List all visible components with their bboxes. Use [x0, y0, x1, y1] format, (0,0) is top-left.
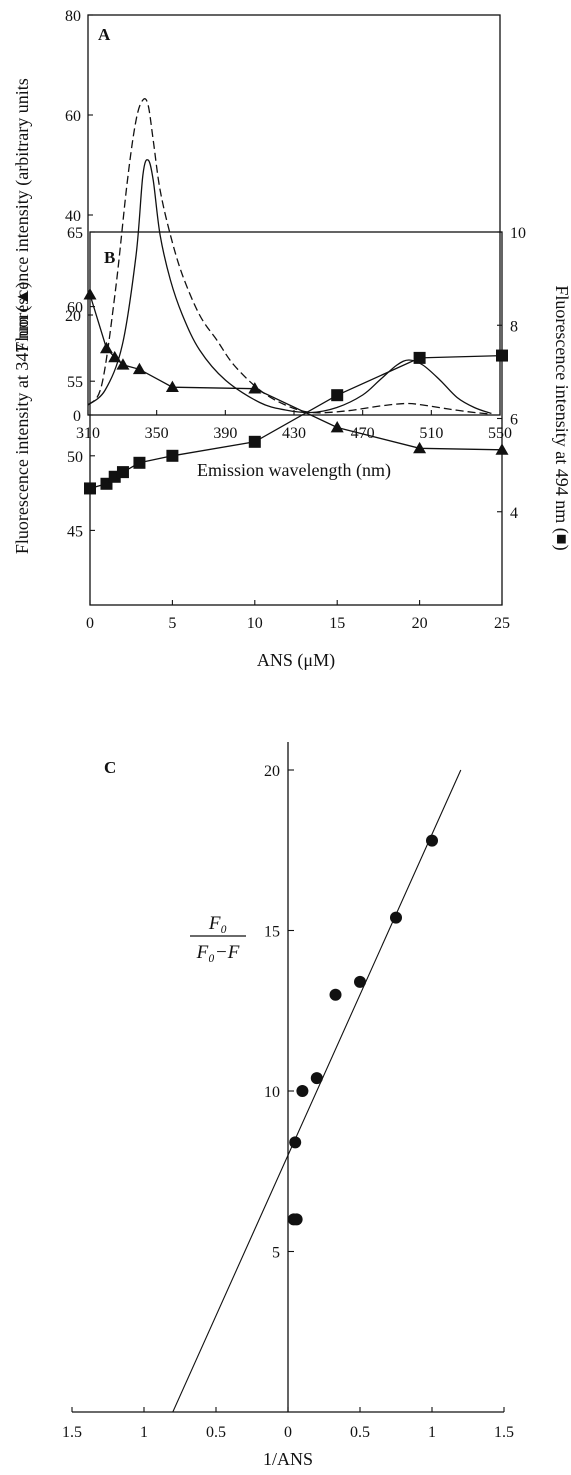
panel-a-series	[87, 98, 492, 415]
panel-b-y2-tick-label: 8	[510, 318, 518, 335]
panel-a-x-tick-label: 390	[213, 425, 237, 442]
panel-b-label: B	[104, 248, 115, 267]
panel-a-y-tick-label: 0	[73, 408, 81, 425]
panel-a-y-tick-label: 20	[65, 308, 81, 325]
panel-a-x-axis-label: Emission wavelength (nm)	[197, 460, 391, 481]
panel-b-y-tick-label: 60	[67, 300, 83, 317]
panel-b-square-point	[413, 351, 426, 364]
panel-c-label: C	[104, 758, 116, 777]
panel-b-y-axis-label: Fluorescence intensity at 347 nm (▲)	[12, 282, 33, 554]
panel-a-x-tick-label: 430	[282, 425, 306, 442]
panel-c-series	[172, 769, 462, 1413]
panel-b-y-tick-label: 55	[67, 374, 83, 391]
panel-a-y-axis-label: Fluorescence intensity (arbitrary units	[12, 78, 33, 351]
panel-c-x-tick-label: 1	[140, 1424, 148, 1441]
panel-b-x-tick-label: 15	[329, 615, 345, 632]
panel-c-x-tick-label: 0.5	[206, 1424, 226, 1441]
panel-c-x-ticks: 1.5 1 0.5 0 0.5 1 1.5	[62, 1407, 514, 1441]
panel-a-solid-curve	[87, 159, 492, 415]
panel-b-triangle-point	[108, 350, 122, 363]
panel-b-triangle-point	[413, 441, 427, 454]
panel-c-data-point	[310, 1072, 323, 1085]
panel-b-x-tick-label: 20	[412, 615, 428, 632]
panel-b-triangle-point	[132, 362, 146, 375]
panel-a-x-tick-label: 310	[76, 425, 100, 442]
panel-b-y-ticks: 45 50 55 60 65	[67, 225, 95, 540]
panel-c-data-point	[289, 1136, 302, 1149]
panel-c-x-tick-label: 1	[428, 1424, 436, 1441]
panel-a-x-tick-label: 510	[419, 425, 443, 442]
panel-c-y-tick-label: 20	[264, 763, 280, 780]
panel-b-y2-axis-label: Fluorescence intensity at 494 nm (■)	[551, 285, 571, 550]
panel-c-y-ticks: 5 10 15 20	[264, 763, 294, 1262]
panel-b-series	[83, 288, 509, 495]
panel-b-triangle-point	[330, 420, 344, 433]
panel-b-square-point	[133, 456, 146, 469]
panel-b-y2-tick-label: 4	[510, 505, 518, 522]
panel-b-square-point	[84, 482, 96, 495]
panel-a-x-tick-label: 550	[488, 425, 512, 442]
panel-c-x-tick-label: 1.5	[62, 1424, 82, 1441]
panel-b-x-tick-label: 10	[247, 615, 263, 632]
panel-b-square-point	[116, 466, 129, 479]
panel-a-y-tick-label: 40	[65, 208, 81, 225]
panel-c-x-tick-label: 0.5	[350, 1424, 370, 1441]
panel-b-triangle-point	[83, 288, 97, 300]
panel-c-y-label-numerator: F₀	[208, 913, 227, 934]
panel-b-square-point	[331, 389, 344, 402]
panel-c-y-tick-label: 5	[272, 1245, 280, 1262]
panel-c-y-label-denominator: F₀−F	[196, 942, 240, 963]
panel-a-x-ticks: 310 350 390 430 470 510 550	[76, 410, 512, 442]
panel-c-axes	[72, 742, 504, 1413]
panel-a-x-tick-label: 350	[145, 425, 169, 442]
panel-b-triangle-point	[495, 443, 509, 455]
panel-b-y2-ticks: 4 6 8 10	[497, 225, 526, 522]
panel-c-data-point	[296, 1085, 309, 1097]
panel-c-data-point	[354, 975, 366, 988]
panel-b-y-tick-label: 50	[67, 449, 83, 466]
panel-b-triangle-point	[99, 341, 113, 354]
panel-c-y-axis-label: F₀ F₀−F	[190, 913, 246, 963]
panel-c-y-tick-label: 10	[264, 1084, 280, 1101]
panel-b-x-tick-label: 25	[494, 615, 510, 632]
panel-c-x-tick-label: 1.5	[494, 1424, 514, 1441]
panel-b-square-point	[166, 449, 179, 462]
panel-a-y-ticks: 0 20 40 60 80	[65, 8, 93, 425]
panel-c-data-point	[290, 1213, 303, 1226]
panel-c: C 1.5 1 0.5 0 0.5 1 1.5 5 10 15 20 F₀ F₀−F 1/ANS	[62, 742, 514, 1469]
panel-c-x-tick-label: 0	[284, 1424, 292, 1441]
panel-a-dashed-curve	[87, 98, 492, 415]
panel-a-frame	[87, 14, 501, 416]
panel-c-y-tick-label: 15	[264, 924, 280, 941]
panel-b-x-axis-label: ANS (μM)	[257, 650, 335, 671]
panel-b-triangle-point	[116, 358, 130, 370]
panel-c-x-axis-label: 1/ANS	[263, 1449, 313, 1469]
panel-b-triangle-point	[248, 382, 262, 394]
panel-b-square-point	[496, 349, 508, 362]
panel-a-label: A	[98, 25, 111, 44]
panel-b-x-tick-label: 0	[86, 615, 94, 632]
panel-c-data-point	[426, 834, 438, 847]
panel-b-y-tick-label: 45	[67, 523, 83, 540]
panel-b-x-ticks: 0 5 10 15 20 25	[86, 600, 510, 632]
panel-b-y2-tick-label: 10	[510, 225, 526, 242]
panel-a-y-tick-label: 60	[65, 108, 81, 125]
panel-b-y-tick-label: 65	[67, 225, 83, 242]
panel-b-square-point	[248, 435, 261, 448]
panel-a-y-tick-label: 80	[65, 8, 81, 25]
panel-c-fit-line	[172, 769, 462, 1413]
panel-c-data-point	[329, 988, 342, 1001]
panel-b-triangle-point	[165, 380, 179, 393]
panel-c-data-point	[390, 911, 402, 924]
panel-b-x-tick-label: 5	[168, 615, 176, 632]
panel-b-y2-tick-label: 6	[510, 412, 518, 429]
